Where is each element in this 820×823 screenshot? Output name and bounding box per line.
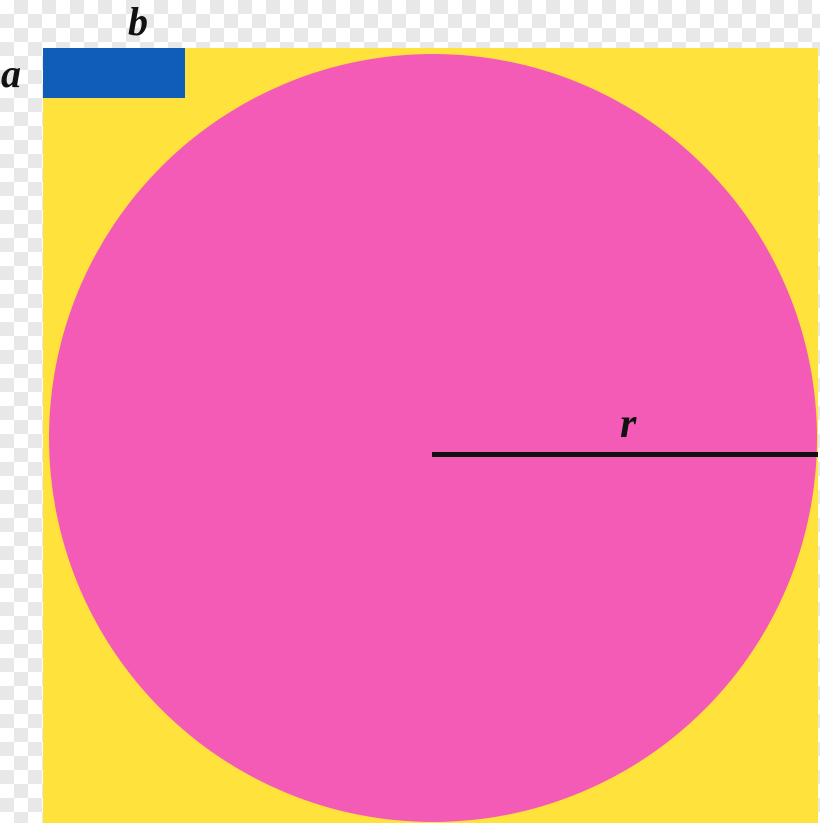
label-b: b bbox=[128, 0, 148, 45]
pink-circle bbox=[49, 54, 817, 822]
label-r: r bbox=[620, 400, 636, 448]
radius-line bbox=[432, 452, 818, 457]
diagram-canvas: a b r bbox=[0, 0, 820, 823]
blue-corner-rect bbox=[43, 48, 185, 98]
label-a: a bbox=[1, 50, 21, 97]
